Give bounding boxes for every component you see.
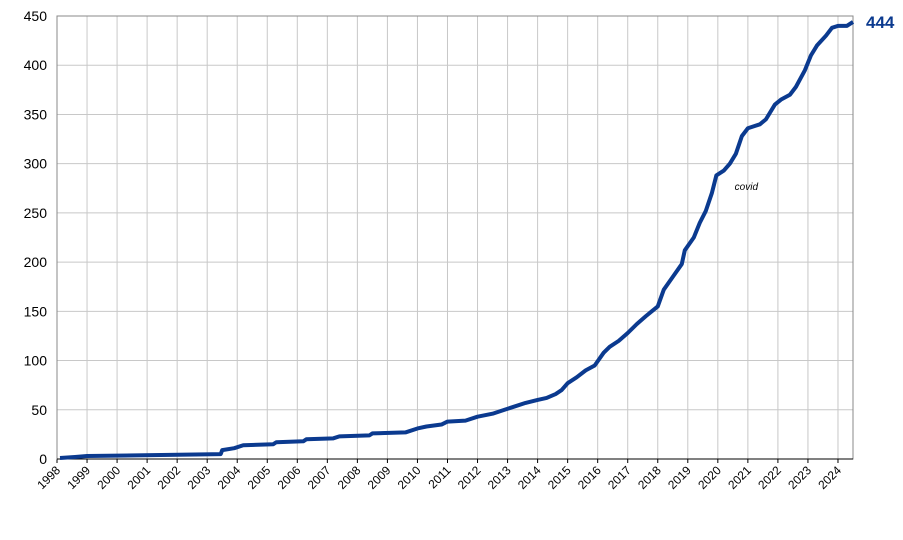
line-series [59, 20, 855, 461]
x-tick-label: 2007 [305, 463, 334, 492]
x-tick-label: 2009 [365, 463, 394, 492]
x-tick-label: 2019 [665, 463, 694, 492]
plot-frame [56, 15, 854, 460]
x-tick-label: 1998 [34, 463, 63, 492]
annotation: covid [735, 182, 759, 193]
end-value-label: 444 [866, 13, 895, 32]
x-tick-label: 2008 [335, 463, 364, 492]
y-tick-label: 200 [24, 254, 48, 270]
y-tick-label: 50 [31, 402, 47, 418]
y-tick-label: 300 [24, 156, 48, 172]
x-tick-label: 2023 [785, 463, 814, 492]
x-tick-label: 2022 [755, 463, 784, 492]
x-tick-label: 2015 [545, 463, 574, 492]
x-tick-label: 2000 [94, 463, 123, 492]
y-tick-label: 150 [24, 303, 48, 319]
x-tick-label: 2002 [154, 463, 183, 492]
x-tick-label: 2005 [245, 463, 274, 492]
x-tick-label: 2004 [215, 463, 244, 492]
y-tick-label: 400 [24, 57, 48, 73]
x-tick-label: 2018 [635, 463, 664, 492]
x-tick-label: 2001 [124, 463, 153, 492]
y-tick-label: 0 [39, 451, 47, 467]
x-tick-label: 2014 [515, 463, 544, 492]
y-tick-label: 350 [24, 106, 48, 122]
y-tick-label: 250 [24, 205, 48, 221]
x-tick-label: 2020 [695, 463, 724, 492]
x-tick-label: 2012 [455, 463, 484, 492]
x-tick-label: 2016 [575, 463, 604, 492]
x-tick-label: 2003 [185, 463, 214, 492]
x-tick-label: 2011 [425, 463, 453, 491]
y-tick-label: 100 [24, 353, 48, 369]
x-tick-label: 1999 [64, 463, 93, 492]
x-tick-label: 2024 [815, 463, 844, 492]
x-tick-label: 2006 [275, 463, 304, 492]
y-tick-label: 450 [24, 8, 48, 24]
x-tick-label: 2013 [485, 463, 514, 492]
x-tick-label: 2021 [725, 463, 754, 492]
x-tick-label: 2010 [395, 463, 424, 492]
x-tick-label: 2017 [605, 463, 634, 492]
